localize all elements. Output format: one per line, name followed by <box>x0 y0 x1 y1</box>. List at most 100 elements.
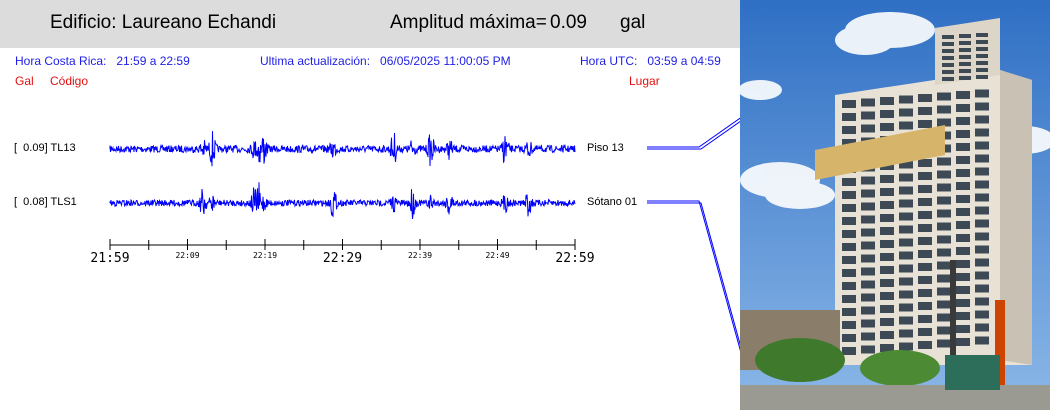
window <box>956 312 970 320</box>
window <box>959 48 971 52</box>
utc-time: Hora UTC: 03:59 a 04:59 <box>580 54 721 68</box>
window <box>937 287 951 296</box>
street <box>740 385 1050 410</box>
window <box>918 172 932 180</box>
window <box>976 61 988 65</box>
window <box>975 271 989 280</box>
window <box>956 286 970 294</box>
window <box>956 299 970 307</box>
window <box>975 284 989 293</box>
window <box>959 55 971 59</box>
window <box>842 100 856 108</box>
major-tick-label: 22:59 <box>555 251 594 266</box>
column-header-gal: Gal <box>15 74 34 88</box>
window <box>956 156 970 164</box>
window <box>956 338 970 346</box>
window <box>880 123 894 131</box>
max-amplitude-unit: gal <box>620 12 646 33</box>
window <box>842 230 856 238</box>
window <box>956 104 970 112</box>
window <box>899 186 913 195</box>
window <box>956 169 970 177</box>
window <box>880 318 894 326</box>
window <box>918 315 932 323</box>
trace-label-tls1: [ 0.08] TLS1 <box>14 196 77 208</box>
window <box>861 111 875 120</box>
window <box>880 188 894 196</box>
connector-sotano-01 <box>647 202 740 346</box>
window <box>918 224 932 232</box>
window <box>976 33 988 37</box>
window <box>880 201 894 209</box>
window <box>975 141 989 150</box>
window <box>880 292 894 300</box>
window <box>861 332 875 341</box>
window <box>975 297 989 306</box>
window <box>937 248 951 257</box>
window <box>918 328 932 336</box>
window <box>880 331 894 339</box>
window <box>956 195 970 203</box>
window <box>899 108 913 117</box>
window <box>842 191 856 199</box>
window <box>918 211 932 219</box>
max-amplitude-value: 0.09 <box>550 12 587 33</box>
window <box>899 95 913 104</box>
window <box>976 40 988 44</box>
window <box>937 300 951 309</box>
window <box>861 189 875 198</box>
traffic-post <box>995 300 1005 390</box>
window <box>842 204 856 212</box>
window <box>842 269 856 277</box>
window <box>937 274 951 283</box>
window <box>842 113 856 121</box>
window <box>956 221 970 229</box>
tree <box>860 350 940 386</box>
max-amplitude-label: Amplitud máxima= <box>390 12 547 33</box>
window <box>975 245 989 254</box>
window <box>899 329 913 338</box>
seismograph-plot: 21:59 22:09 22:19 22:29 22:39 22:49 22:59 <box>90 117 740 351</box>
column-header-lugar: Lugar <box>629 74 660 88</box>
window <box>942 63 954 67</box>
window <box>861 254 875 263</box>
window <box>880 240 894 248</box>
window <box>899 173 913 182</box>
window <box>956 182 970 190</box>
window <box>861 280 875 289</box>
window <box>937 235 951 244</box>
window <box>842 282 856 290</box>
window <box>942 35 954 39</box>
window <box>842 217 856 225</box>
window <box>880 214 894 222</box>
window <box>861 228 875 237</box>
window <box>861 306 875 315</box>
connector-piso-13 <box>647 121 740 150</box>
tower-side <box>1000 70 1032 365</box>
minor-tick-label: 22:19 <box>253 251 277 260</box>
window <box>918 185 932 193</box>
header-bar: Edificio: Laureano Echandi Amplitud máxi… <box>0 0 740 48</box>
window <box>975 193 989 202</box>
window <box>899 277 913 286</box>
balcony <box>815 125 945 180</box>
window <box>937 105 951 114</box>
costa-rica-time: Hora Costa Rica: 21:59 a 22:59 <box>15 54 190 68</box>
window <box>880 266 894 274</box>
window <box>842 295 856 303</box>
window <box>956 130 970 138</box>
window <box>976 68 988 72</box>
kiosk <box>945 355 1000 390</box>
window <box>861 215 875 224</box>
window <box>956 234 970 242</box>
window <box>975 336 989 345</box>
window <box>880 175 894 183</box>
window <box>942 77 954 81</box>
window <box>959 34 971 38</box>
window <box>975 167 989 176</box>
window <box>975 219 989 228</box>
window <box>842 243 856 251</box>
window <box>842 308 856 316</box>
place-label-sotano-01: Sótano 01 <box>587 196 638 208</box>
last-update: Ultima actualización: 06/05/2025 11:00:05… <box>260 54 511 68</box>
